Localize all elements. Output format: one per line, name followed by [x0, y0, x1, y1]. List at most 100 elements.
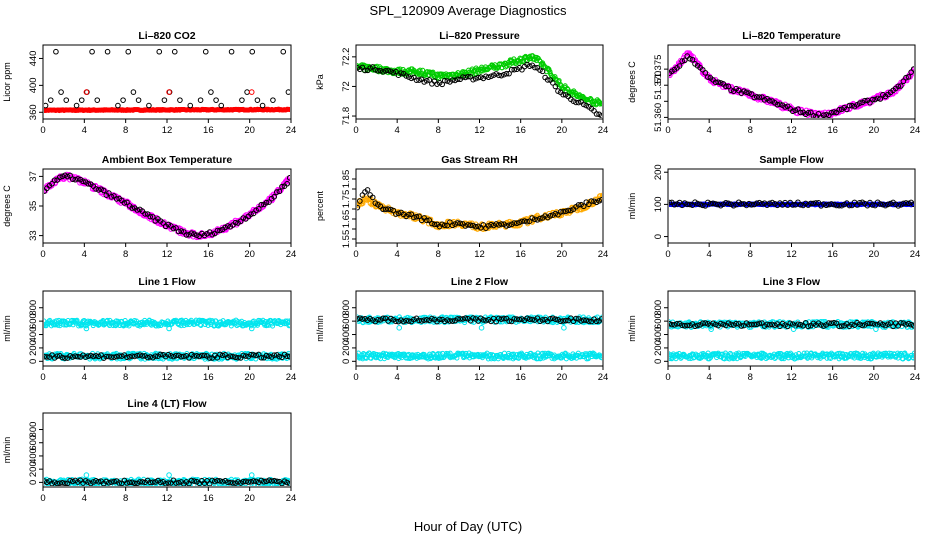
x-tick-label: 4 [707, 249, 712, 260]
data-point [263, 199, 270, 206]
data-point [838, 323, 845, 329]
data-point [248, 325, 255, 332]
data-point [911, 66, 914, 72]
data-point [868, 324, 874, 330]
panel-title: Li–820 Pressure [439, 30, 520, 42]
data-point [506, 222, 512, 228]
data-point [560, 318, 566, 324]
data-point [758, 355, 764, 361]
data-point [524, 315, 530, 322]
data-point [836, 323, 842, 330]
data-point [506, 70, 512, 77]
data-point [178, 353, 185, 360]
data-point [588, 198, 595, 204]
data-point [826, 320, 832, 326]
data-point [462, 315, 469, 321]
data-point [508, 66, 515, 73]
data-point [759, 200, 765, 207]
data-point [429, 315, 435, 322]
data-point [80, 178, 86, 185]
data-point [44, 102, 49, 109]
data-point [248, 211, 254, 217]
data-point [748, 321, 755, 328]
data-point [126, 354, 133, 360]
x-tick-label: 0 [665, 249, 670, 260]
series [669, 350, 914, 362]
data-point [420, 67, 426, 73]
data-point [599, 355, 602, 361]
x-tick-label: 16 [515, 372, 526, 383]
data-point [723, 199, 729, 206]
data-point [593, 318, 600, 325]
data-point [823, 202, 830, 209]
data-point [766, 97, 773, 104]
x-tick-label: 24 [910, 125, 921, 136]
data-point [831, 201, 837, 208]
data-point [108, 354, 115, 360]
x-tick-label: 20 [244, 249, 255, 260]
data-point [585, 97, 591, 103]
data-point [728, 87, 734, 94]
data-point [78, 97, 85, 103]
data-point [710, 200, 716, 207]
data-point [766, 322, 773, 328]
data-point [717, 80, 724, 86]
panel-title: Li–820 CO2 [138, 30, 195, 42]
data-point [131, 353, 138, 360]
data-point [550, 315, 556, 322]
data-point [116, 353, 123, 359]
data-point [840, 351, 846, 357]
data-point [600, 101, 602, 107]
data-point [286, 174, 290, 181]
data-point [69, 176, 76, 182]
data-point [478, 325, 485, 331]
data-point [485, 223, 492, 229]
data-point [421, 317, 427, 324]
data-point [831, 109, 837, 115]
x-tick-label: 4 [82, 493, 87, 504]
data-point [134, 352, 141, 359]
x-tick-label: 24 [286, 125, 297, 136]
data-point [910, 322, 914, 329]
series [669, 319, 914, 330]
data-point [447, 318, 453, 324]
data-point [59, 354, 66, 361]
data-point [699, 320, 706, 327]
data-point [669, 351, 671, 356]
data-point [753, 321, 760, 328]
data-point [597, 353, 602, 359]
data-point [828, 201, 835, 207]
data-point [85, 181, 92, 187]
data-point [130, 89, 137, 95]
data-point [429, 81, 435, 87]
x-tick-label: 8 [748, 125, 753, 136]
data-point [270, 97, 276, 103]
data-point [457, 220, 464, 227]
data-point [280, 48, 287, 55]
y-tick-label: 51.370 [653, 71, 664, 100]
figure-title: SPL_120909 Average Diagnostics [369, 3, 567, 18]
data-point [493, 221, 500, 227]
x-tick-label: 0 [40, 125, 45, 136]
data-point [905, 200, 912, 207]
data-point [47, 97, 54, 103]
data-point [417, 67, 423, 73]
data-point [557, 209, 564, 215]
data-point [63, 322, 69, 328]
data-point [895, 83, 902, 90]
data-point [488, 73, 494, 80]
y-tick-label: 800 [28, 422, 39, 438]
data-point [170, 353, 177, 360]
data-point [712, 321, 719, 328]
data-point [382, 68, 389, 74]
data-point [279, 183, 285, 190]
data-point [390, 69, 397, 76]
data-point [805, 110, 812, 116]
x-tick-label: 8 [748, 372, 753, 383]
x-tick-label: 8 [123, 125, 128, 136]
plot-area [669, 50, 914, 118]
y-axis-label: ml/min [627, 193, 637, 220]
data-point [178, 323, 184, 329]
y-tick-label: 200 [653, 164, 664, 180]
data-point [470, 76, 476, 83]
